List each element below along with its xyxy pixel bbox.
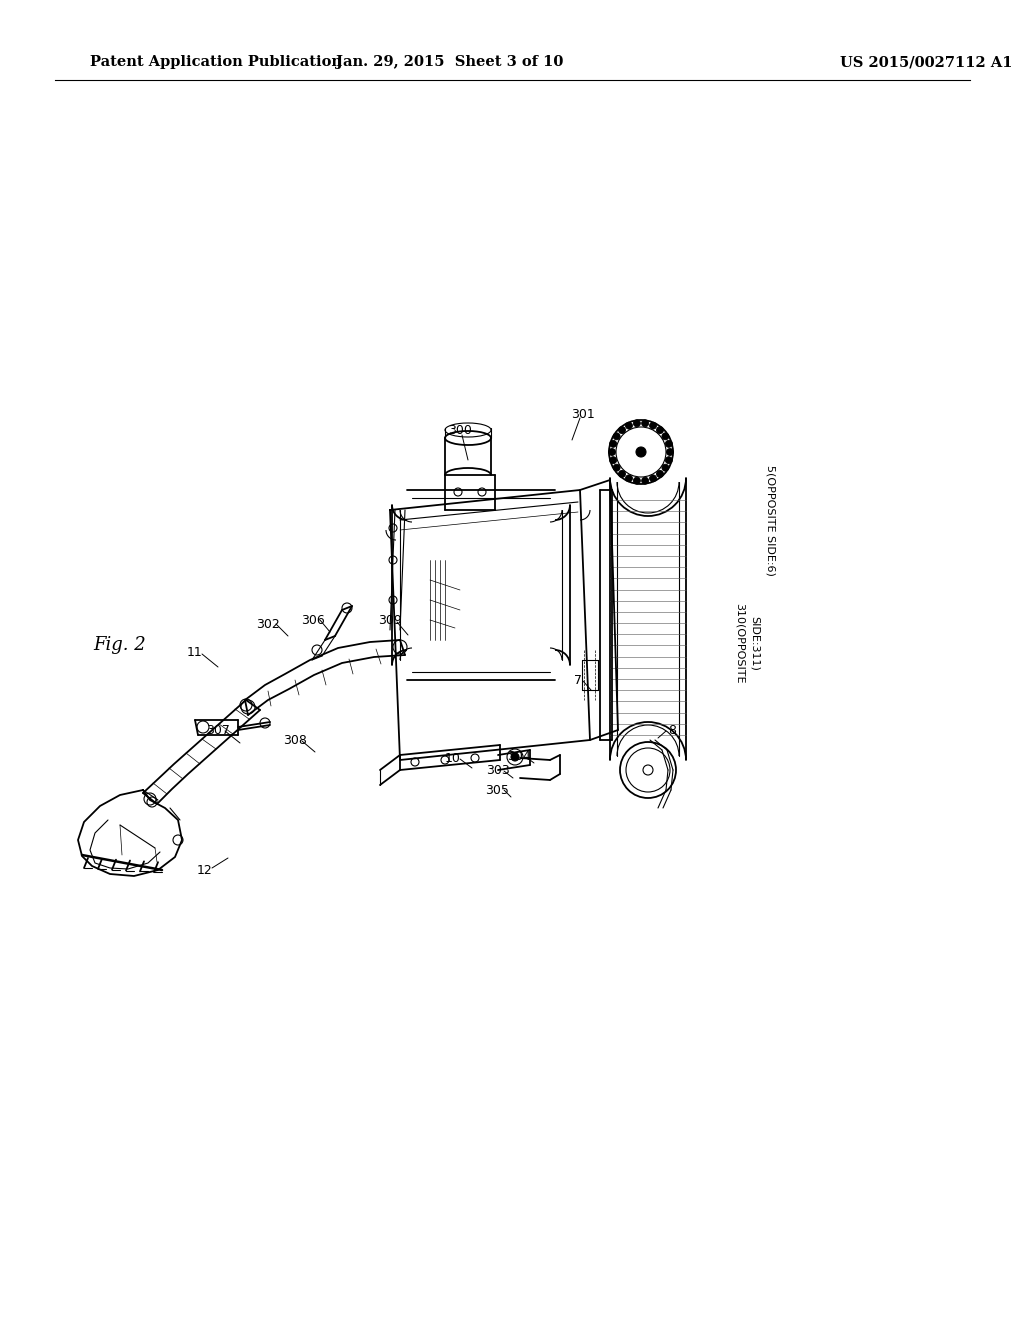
Circle shape (626, 422, 633, 429)
Text: 10: 10 (445, 751, 461, 764)
Text: 12: 12 (198, 863, 213, 876)
Text: 308: 308 (283, 734, 307, 747)
Circle shape (667, 449, 674, 455)
Text: 7: 7 (574, 673, 582, 686)
Circle shape (642, 478, 648, 484)
Circle shape (511, 752, 519, 762)
Circle shape (609, 441, 616, 447)
Circle shape (662, 433, 669, 440)
Text: 302: 302 (256, 619, 280, 631)
Circle shape (649, 475, 656, 482)
Circle shape (636, 447, 646, 457)
Circle shape (613, 433, 621, 440)
Text: 301: 301 (571, 408, 595, 421)
Text: 310(OPPOSITE: 310(OPPOSITE (735, 603, 745, 684)
Circle shape (609, 457, 616, 463)
Circle shape (666, 457, 673, 463)
Text: SIDE:311): SIDE:311) (750, 615, 760, 671)
Circle shape (618, 426, 626, 433)
Circle shape (656, 470, 664, 478)
Text: 304: 304 (507, 750, 530, 763)
Circle shape (634, 478, 640, 484)
Text: 8: 8 (668, 723, 676, 737)
Circle shape (613, 465, 621, 471)
Circle shape (626, 475, 633, 482)
Text: 303: 303 (486, 763, 510, 776)
Circle shape (649, 422, 656, 429)
Circle shape (608, 449, 615, 455)
Text: 300: 300 (449, 424, 472, 437)
Text: 305: 305 (485, 784, 509, 796)
Text: 11: 11 (187, 647, 203, 660)
Text: 5(OPPOSITE SIDE:6): 5(OPPOSITE SIDE:6) (765, 465, 775, 576)
Circle shape (634, 420, 640, 426)
Circle shape (618, 470, 626, 478)
Circle shape (642, 420, 648, 426)
Circle shape (662, 465, 669, 471)
Text: 307: 307 (206, 723, 230, 737)
Text: Patent Application Publication: Patent Application Publication (90, 55, 342, 69)
Text: Fig. 2: Fig. 2 (93, 636, 145, 653)
Text: 309: 309 (378, 614, 401, 627)
Circle shape (656, 426, 664, 433)
Circle shape (666, 441, 673, 447)
Text: 306: 306 (301, 614, 325, 627)
Text: US 2015/0027112 A1: US 2015/0027112 A1 (840, 55, 1013, 69)
Text: Jan. 29, 2015  Sheet 3 of 10: Jan. 29, 2015 Sheet 3 of 10 (336, 55, 563, 69)
